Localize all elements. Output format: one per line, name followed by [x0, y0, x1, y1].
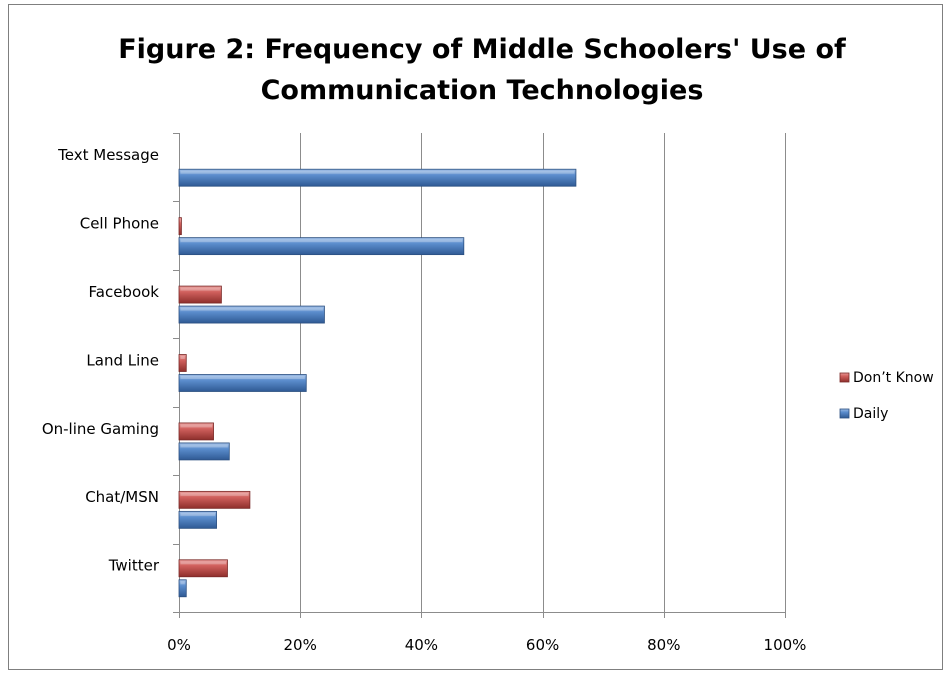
- category-labels: Text Message Cell Phone Facebook Land Line O…: [42, 146, 160, 575]
- bar-daily: [178, 442, 230, 461]
- chart-border: [8, 4, 943, 670]
- x-tick-label: 20%: [284, 636, 317, 654]
- legend-label: Daily: [853, 406, 888, 422]
- legend-swatch: [839, 408, 850, 419]
- category-label: Land Line: [86, 351, 159, 369]
- bar-dont-know: [178, 285, 222, 304]
- bar-dont-know: [178, 422, 214, 441]
- bar-daily: [178, 305, 325, 324]
- x-tick-label: 100%: [764, 636, 807, 654]
- bar-daily: [178, 510, 217, 529]
- bar-dont-know: [178, 217, 182, 236]
- category-label: Chat/MSN: [85, 488, 159, 506]
- legend-item: Don’t Know: [839, 370, 934, 386]
- chart-title-line-1: Figure 2: Frequency of Middle Schoolers'…: [118, 34, 846, 65]
- bar-dont-know: [178, 559, 228, 578]
- x-tick-label: 0%: [167, 636, 191, 654]
- bar-dont-know: [178, 490, 251, 509]
- x-tick-labels: 0% 20% 40% 60% 80% 100%: [167, 636, 806, 654]
- bar-daily: [178, 374, 307, 392]
- category-label: Twitter: [108, 557, 160, 575]
- bars: [178, 168, 577, 598]
- bar-daily: [178, 579, 187, 598]
- axes: [173, 133, 786, 618]
- x-tick-label: 40%: [405, 636, 438, 654]
- x-tick-label: 60%: [526, 636, 559, 654]
- bar-dont-know: [178, 354, 187, 372]
- category-label: Text Message: [57, 146, 159, 164]
- legend-swatch: [839, 372, 850, 383]
- category-label: Cell Phone: [80, 215, 159, 233]
- bar-daily: [178, 237, 465, 256]
- gridlines: [300, 133, 786, 612]
- legend: Don’t Know Daily: [839, 370, 934, 422]
- category-label: On-line Gaming: [42, 420, 159, 438]
- bar-daily: [178, 168, 577, 187]
- legend-item: Daily: [839, 406, 888, 422]
- legend-label: Don’t Know: [853, 370, 934, 386]
- x-tick-label: 80%: [647, 636, 680, 654]
- chart-title-line-2: Communication Technologies: [261, 75, 704, 106]
- category-label: Facebook: [89, 283, 160, 301]
